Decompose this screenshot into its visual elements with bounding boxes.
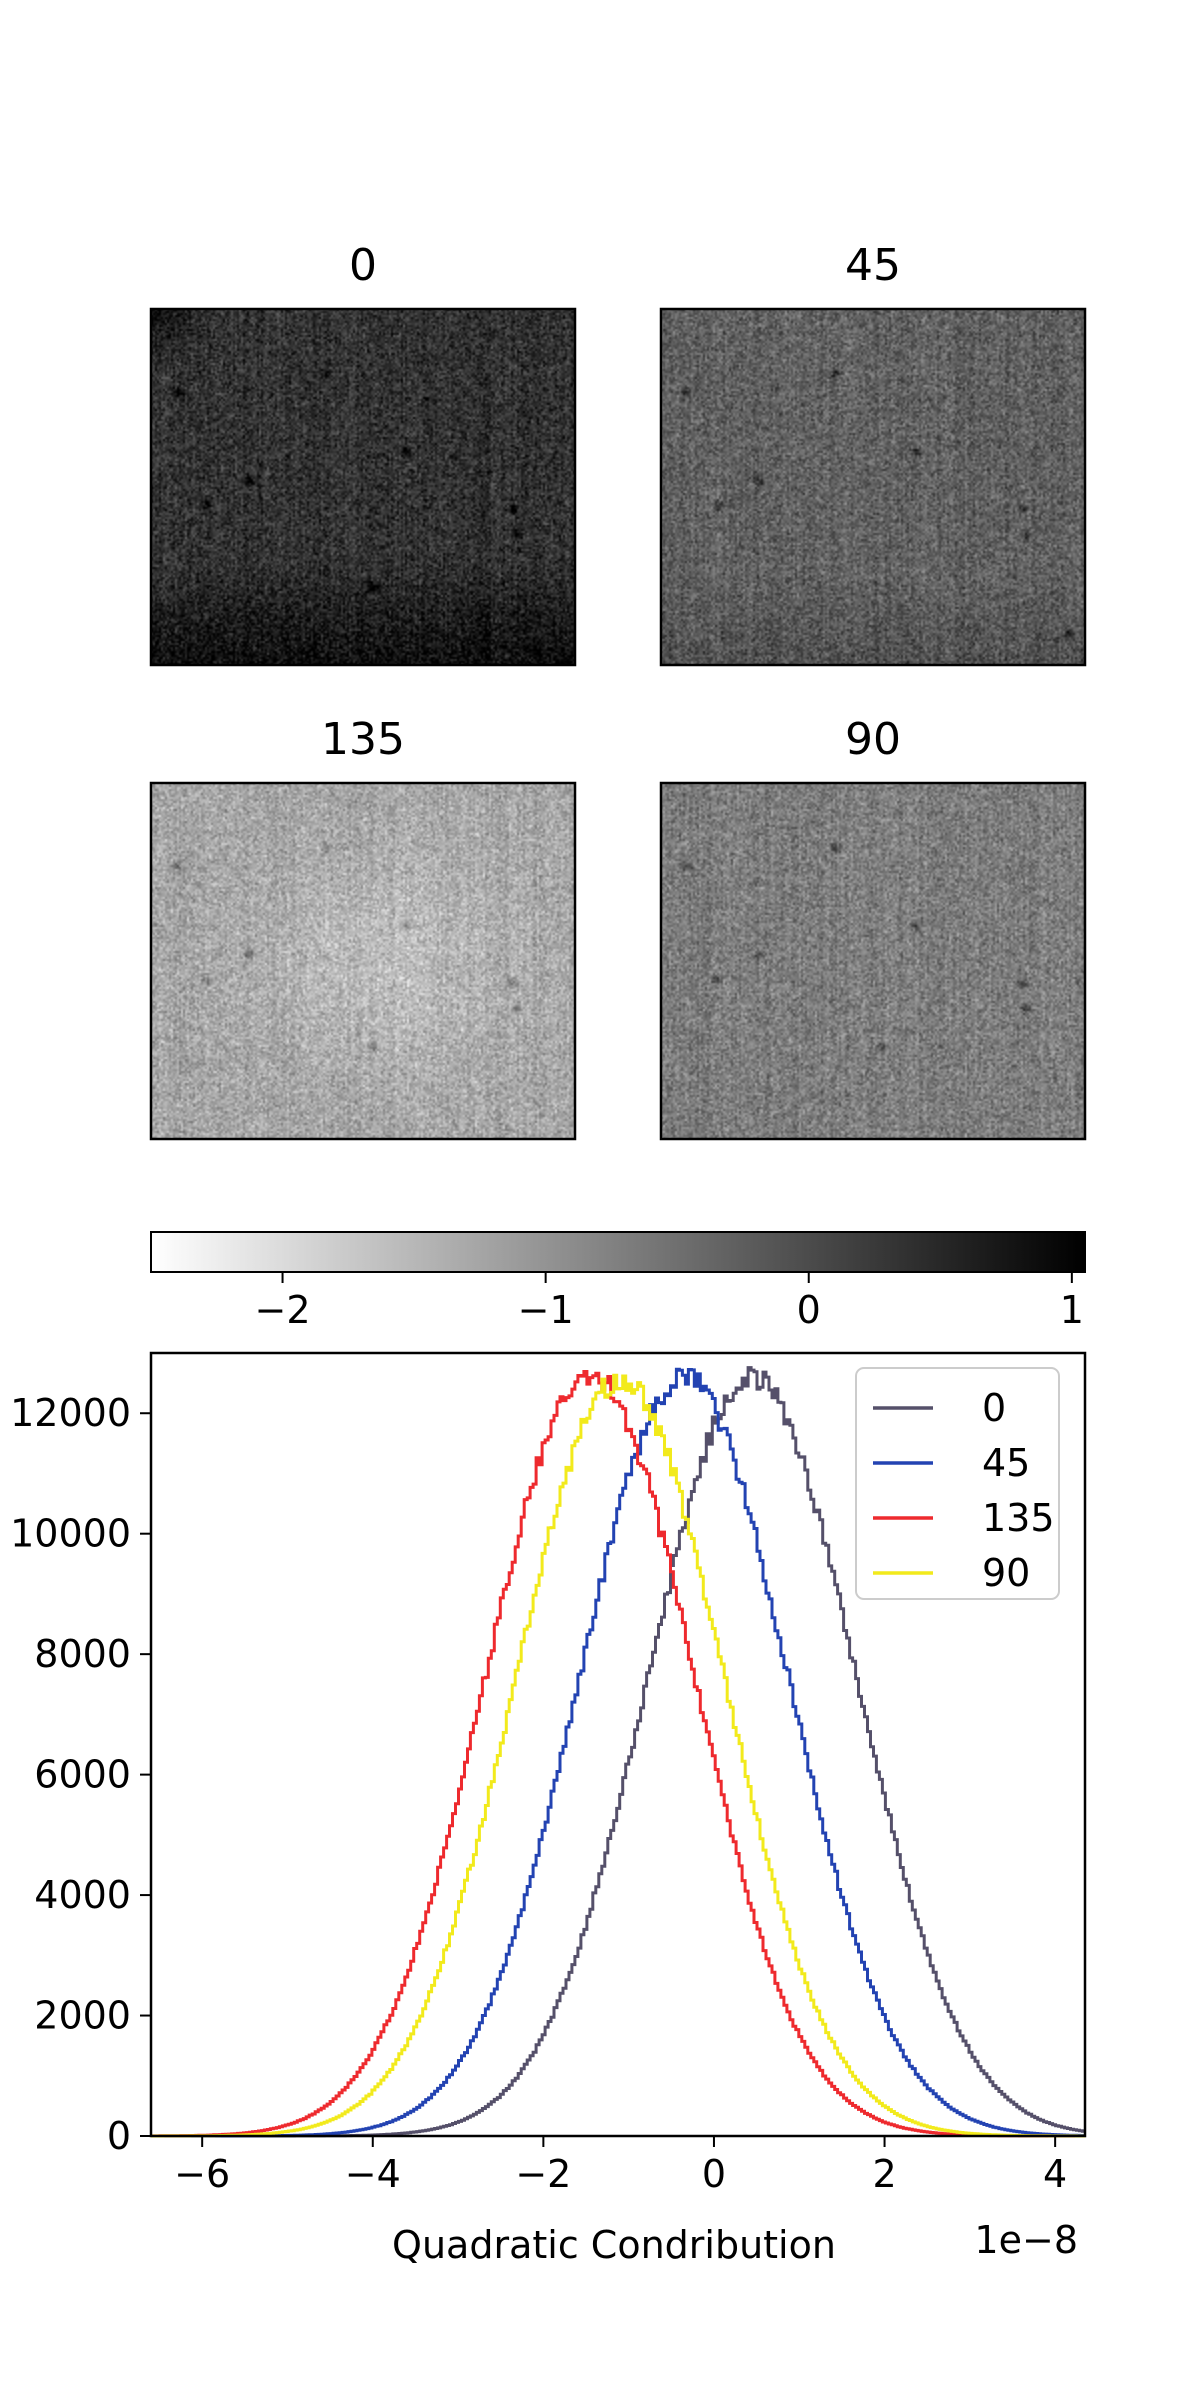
panel-title-135: 135	[321, 714, 405, 765]
colorbar-tick-label: −1	[518, 1288, 574, 1332]
histogram-series-0	[151, 1366, 1086, 2138]
image-panel-0-frame	[149, 307, 577, 667]
y-tick-label: 8000	[34, 1632, 131, 1676]
image-panel-45-frame	[659, 307, 1087, 667]
image-panel-90	[659, 781, 1087, 1141]
x-tick-label: −4	[345, 2152, 401, 2196]
legend-items: 0 45 135 90	[873, 1386, 1055, 1595]
panel-title-45: 45	[845, 240, 901, 291]
y-tick-label: 10000	[10, 1512, 131, 1556]
y-tick-label: 0	[107, 2114, 131, 2158]
x-tick-label: 0	[702, 2152, 726, 2196]
y-tick-label: 6000	[34, 1753, 131, 1797]
colorbar: −2 −1 0 1	[150, 1231, 1086, 1332]
colorbar-tick-label: −2	[255, 1288, 311, 1332]
image-panel-135	[149, 781, 577, 1141]
colorbar-tick-label: 1	[1060, 1288, 1084, 1332]
legend: 0 45 135 90	[855, 1367, 1060, 1600]
colorbar-tick-label: 0	[797, 1288, 821, 1332]
legend-label: 45	[982, 1441, 1030, 1485]
panel-title-90: 90	[845, 714, 901, 765]
legend-label: 135	[982, 1496, 1055, 1540]
image-panel-135-pixels	[151, 783, 575, 1139]
colorbar-gradient	[150, 1231, 1086, 1273]
x-tick-label: 2	[872, 2152, 896, 2196]
image-panel-45-pixels	[661, 309, 1085, 665]
y-tick-label: 12000	[10, 1391, 131, 1435]
image-panel-0	[149, 307, 577, 667]
image-panel-135-frame	[149, 781, 577, 1141]
y-tick-label: 2000	[34, 1994, 131, 2038]
panel-title-0: 0	[349, 240, 377, 291]
y-axis-ticks: 0 2000 4000 6000 8000 10000 12000	[10, 1391, 151, 2158]
x-axis-label: Quadratic Condribution	[392, 2223, 836, 2267]
histogram-series-45	[151, 1367, 1086, 2138]
image-panel-90-pixels	[661, 783, 1085, 1139]
x-axis-ticks: −6 −4 −2 0 2 4	[174, 2136, 1067, 2196]
legend-box	[855, 1367, 1060, 1600]
image-panel-45	[659, 307, 1087, 667]
x-tick-label: 4	[1043, 2152, 1067, 2196]
histogram-frame	[149, 1351, 1087, 2138]
legend-label: 0	[982, 1386, 1006, 1430]
x-axis-offset-label: 1e−8	[974, 2218, 1078, 2262]
x-tick-label: −2	[515, 2152, 571, 2196]
y-tick-label: 4000	[34, 1873, 131, 1917]
histogram-series	[151, 1366, 1086, 2138]
image-panel-0-pixels	[151, 309, 575, 665]
legend-label: 90	[982, 1551, 1030, 1595]
x-tick-label: −6	[174, 2152, 230, 2196]
colorbar-ticks: −2 −1 0 1	[255, 1272, 1084, 1332]
histogram-series-90	[151, 1373, 1086, 2138]
image-panel-90-frame	[659, 781, 1087, 1141]
